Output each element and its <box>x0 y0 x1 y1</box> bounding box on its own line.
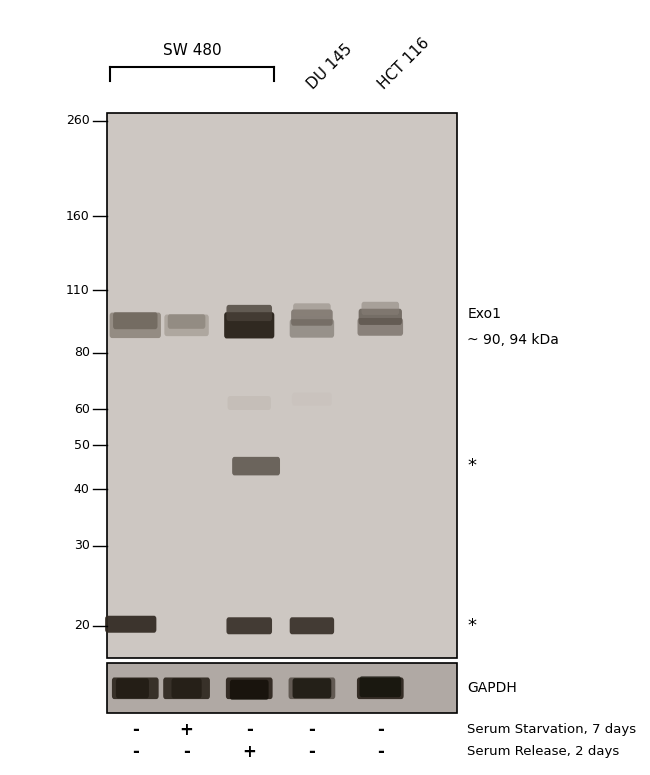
Text: Serum Release, 2 days: Serum Release, 2 days <box>467 746 619 759</box>
FancyBboxPatch shape <box>292 678 332 698</box>
FancyBboxPatch shape <box>361 301 399 315</box>
Text: 110: 110 <box>66 284 90 297</box>
Text: -: - <box>377 743 384 761</box>
FancyBboxPatch shape <box>224 312 274 339</box>
FancyBboxPatch shape <box>164 315 209 336</box>
FancyBboxPatch shape <box>290 319 334 338</box>
FancyBboxPatch shape <box>357 677 404 699</box>
Text: HCT 116: HCT 116 <box>376 35 432 91</box>
Text: ~ 90, 94 kDa: ~ 90, 94 kDa <box>467 333 560 347</box>
FancyBboxPatch shape <box>291 309 333 326</box>
Text: Exo1: Exo1 <box>467 308 501 322</box>
FancyBboxPatch shape <box>226 677 272 699</box>
FancyBboxPatch shape <box>359 677 401 698</box>
Text: Serum Starvation, 7 days: Serum Starvation, 7 days <box>467 723 636 736</box>
Text: -: - <box>132 721 138 739</box>
Text: 80: 80 <box>73 346 90 360</box>
FancyBboxPatch shape <box>105 616 157 632</box>
Text: 20: 20 <box>74 619 90 632</box>
Text: 40: 40 <box>74 483 90 496</box>
Text: 50: 50 <box>73 439 90 452</box>
FancyBboxPatch shape <box>112 677 159 699</box>
Text: *: * <box>467 617 476 635</box>
Text: DU 145: DU 145 <box>304 41 355 91</box>
Text: 30: 30 <box>74 539 90 553</box>
Text: -: - <box>309 743 315 761</box>
Text: SW 480: SW 480 <box>163 43 222 58</box>
Text: -: - <box>309 721 315 739</box>
Text: 260: 260 <box>66 114 90 127</box>
Text: -: - <box>246 721 253 739</box>
FancyBboxPatch shape <box>226 305 272 321</box>
Text: -: - <box>377 721 384 739</box>
FancyBboxPatch shape <box>230 680 268 700</box>
Text: +: + <box>242 743 256 761</box>
FancyBboxPatch shape <box>293 303 331 316</box>
FancyBboxPatch shape <box>163 677 210 699</box>
Text: -: - <box>183 743 190 761</box>
FancyBboxPatch shape <box>227 396 271 410</box>
FancyBboxPatch shape <box>110 312 161 338</box>
Bar <box>107 663 457 713</box>
Text: -: - <box>132 743 138 761</box>
FancyBboxPatch shape <box>359 308 402 325</box>
Text: GAPDH: GAPDH <box>467 681 517 695</box>
FancyBboxPatch shape <box>292 393 332 406</box>
Bar <box>107 113 457 658</box>
FancyBboxPatch shape <box>289 677 335 699</box>
FancyBboxPatch shape <box>226 617 272 634</box>
FancyBboxPatch shape <box>358 318 403 336</box>
FancyBboxPatch shape <box>172 678 202 698</box>
Text: +: + <box>179 721 194 739</box>
Text: *: * <box>467 457 476 475</box>
FancyBboxPatch shape <box>168 314 205 329</box>
FancyBboxPatch shape <box>290 617 334 634</box>
FancyBboxPatch shape <box>232 456 280 475</box>
FancyBboxPatch shape <box>113 312 157 329</box>
Text: 60: 60 <box>74 403 90 416</box>
FancyBboxPatch shape <box>116 678 149 698</box>
Text: 160: 160 <box>66 210 90 223</box>
